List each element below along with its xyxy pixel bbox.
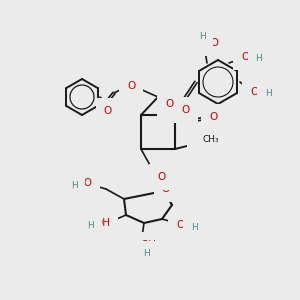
Text: OH: OH (176, 220, 192, 230)
Text: H: H (265, 89, 272, 98)
Text: OH: OH (140, 240, 156, 250)
Text: H: H (70, 181, 77, 190)
Text: HO: HO (203, 38, 219, 48)
Text: O: O (157, 172, 165, 182)
Text: O: O (162, 184, 170, 194)
Text: H: H (256, 54, 262, 63)
Text: O: O (127, 81, 135, 91)
Text: OH: OH (94, 218, 110, 228)
Text: O: O (195, 140, 203, 150)
Text: O: O (104, 106, 112, 116)
Text: HO: HO (76, 178, 92, 188)
Text: OH: OH (250, 87, 266, 97)
Text: O: O (209, 112, 217, 122)
Text: OH: OH (241, 52, 257, 62)
Text: CH₃: CH₃ (203, 136, 219, 145)
Text: H: H (190, 223, 197, 232)
Text: H: H (142, 248, 149, 257)
Text: O: O (182, 105, 190, 115)
Text: H: H (88, 220, 94, 230)
Text: O: O (165, 99, 173, 109)
Text: H: H (199, 32, 206, 41)
